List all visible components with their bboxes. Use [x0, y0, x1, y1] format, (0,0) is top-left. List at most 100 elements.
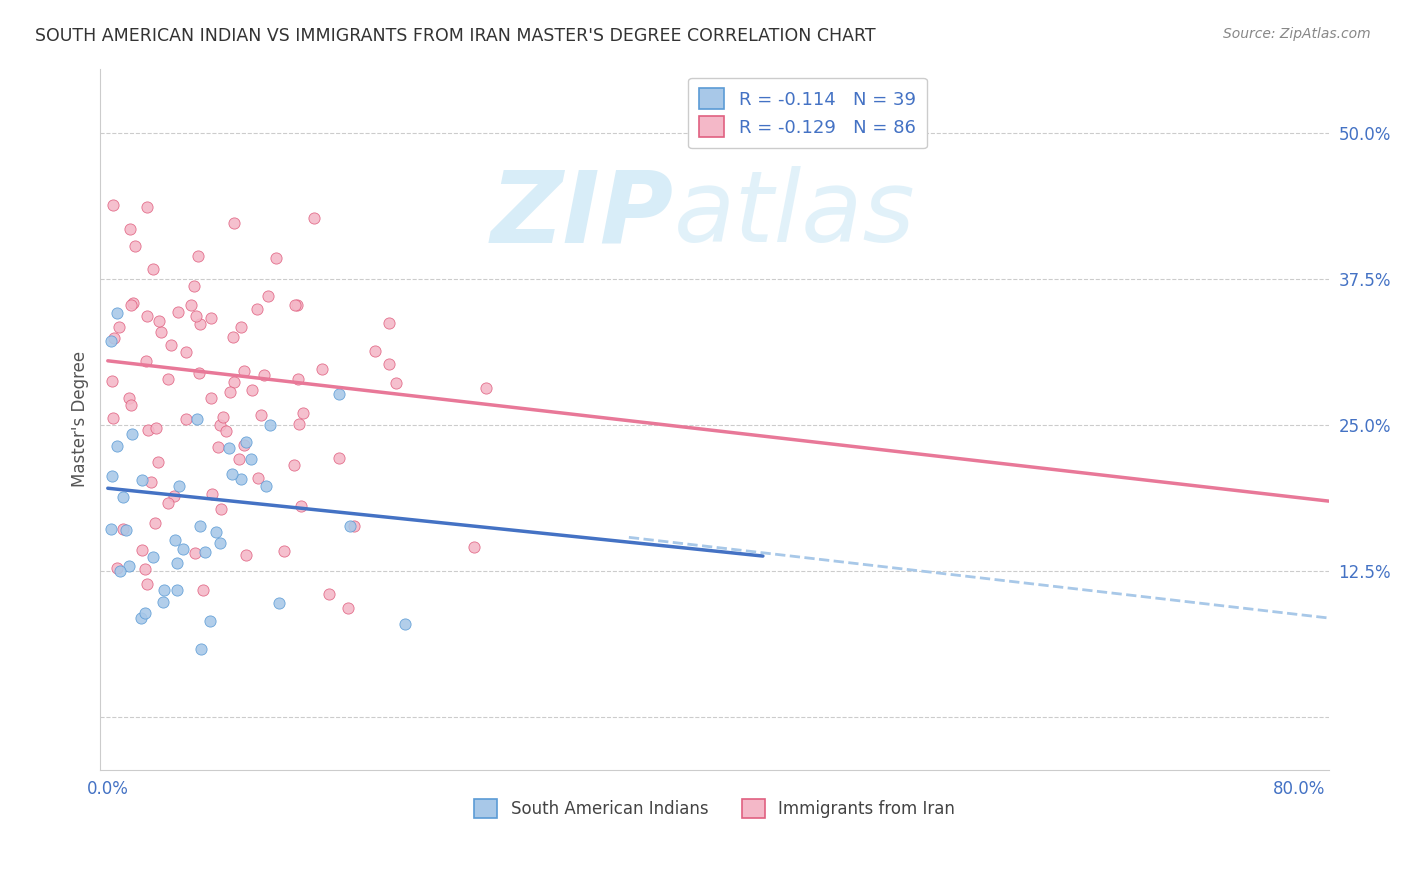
- Point: [239, 452, 262, 467]
- Point: [101, 410, 124, 425]
- Point: [247, 471, 270, 485]
- Point: [254, 479, 277, 493]
- Point: [121, 296, 143, 310]
- Point: [145, 420, 167, 434]
- Point: [385, 376, 408, 391]
- Point: [291, 406, 314, 420]
- Point: [215, 425, 238, 439]
- Point: [111, 490, 134, 504]
- Point: [233, 364, 256, 378]
- Point: [463, 541, 485, 555]
- Point: [124, 238, 146, 252]
- Point: [163, 533, 186, 547]
- Point: [135, 354, 157, 368]
- Point: [157, 372, 180, 386]
- Point: [150, 325, 173, 339]
- Point: [219, 385, 242, 400]
- Point: [167, 479, 190, 493]
- Point: [167, 305, 190, 319]
- Text: Source: ZipAtlas.com: Source: ZipAtlas.com: [1223, 27, 1371, 41]
- Point: [131, 543, 153, 558]
- Point: [394, 617, 416, 632]
- Point: [257, 288, 280, 302]
- Point: [100, 522, 122, 536]
- Point: [101, 374, 124, 388]
- Point: [108, 320, 131, 334]
- Y-axis label: Master's Degree: Master's Degree: [72, 351, 89, 487]
- Point: [285, 298, 308, 312]
- Point: [135, 309, 157, 323]
- Point: [273, 543, 295, 558]
- Point: [283, 458, 305, 472]
- Point: [105, 306, 128, 320]
- Point: [131, 473, 153, 487]
- Point: [121, 427, 143, 442]
- Point: [166, 583, 188, 598]
- Point: [148, 313, 170, 327]
- Point: [183, 279, 205, 293]
- Point: [136, 200, 159, 214]
- Point: [208, 536, 231, 550]
- Point: [142, 549, 165, 564]
- Point: [101, 469, 124, 483]
- Point: [378, 357, 401, 371]
- Point: [194, 544, 217, 558]
- Text: atlas: atlas: [673, 166, 915, 263]
- Point: [377, 316, 399, 330]
- Point: [311, 362, 333, 376]
- Point: [221, 329, 243, 343]
- Point: [475, 381, 498, 395]
- Point: [143, 516, 166, 530]
- Point: [287, 417, 309, 431]
- Point: [205, 525, 228, 540]
- Point: [187, 249, 209, 263]
- Point: [141, 475, 163, 489]
- Point: [343, 519, 366, 533]
- Point: [188, 367, 211, 381]
- Point: [222, 375, 245, 389]
- Point: [253, 368, 276, 382]
- Text: SOUTH AMERICAN INDIAN VS IMMIGRANTS FROM IRAN MASTER'S DEGREE CORRELATION CHART: SOUTH AMERICAN INDIAN VS IMMIGRANTS FROM…: [35, 27, 876, 45]
- Point: [212, 409, 235, 424]
- Point: [221, 467, 243, 481]
- Point: [103, 331, 125, 345]
- Point: [209, 417, 232, 432]
- Point: [180, 298, 202, 312]
- Point: [328, 451, 350, 466]
- Point: [174, 411, 197, 425]
- Point: [190, 642, 212, 657]
- Point: [363, 344, 385, 359]
- Point: [108, 564, 131, 578]
- Point: [172, 541, 194, 556]
- Text: ZIP: ZIP: [491, 166, 673, 263]
- Point: [240, 383, 263, 397]
- Point: [201, 487, 224, 501]
- Point: [235, 548, 257, 562]
- Point: [148, 455, 170, 469]
- Point: [186, 411, 208, 425]
- Point: [184, 310, 207, 324]
- Point: [157, 496, 180, 510]
- Point: [246, 302, 269, 317]
- Point: [191, 582, 214, 597]
- Point: [264, 252, 287, 266]
- Point: [160, 338, 183, 352]
- Point: [200, 311, 222, 326]
- Point: [188, 318, 211, 332]
- Point: [188, 519, 211, 533]
- Point: [207, 441, 229, 455]
- Point: [218, 441, 240, 455]
- Point: [163, 489, 186, 503]
- Point: [134, 607, 156, 621]
- Point: [153, 582, 176, 597]
- Point: [136, 576, 159, 591]
- Point: [129, 610, 152, 624]
- Point: [284, 298, 307, 312]
- Point: [287, 372, 309, 386]
- Point: [136, 423, 159, 437]
- Point: [228, 452, 250, 467]
- Point: [290, 500, 312, 514]
- Point: [134, 562, 156, 576]
- Legend: South American Indians, Immigrants from Iran: South American Indians, Immigrants from …: [467, 792, 962, 825]
- Point: [112, 522, 135, 536]
